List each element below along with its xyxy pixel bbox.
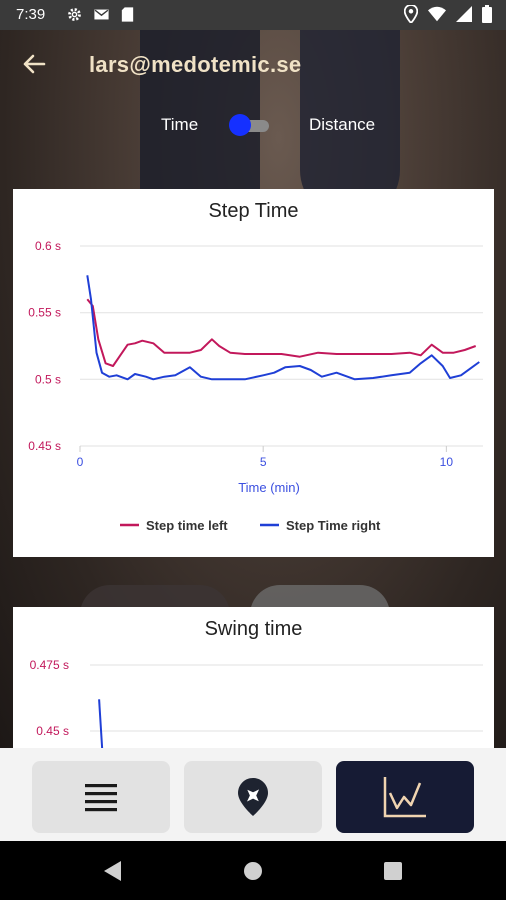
y-tick-label: 0.45 s bbox=[28, 439, 61, 453]
system-navigation-bar bbox=[0, 841, 506, 900]
nav-list-button[interactable] bbox=[32, 761, 170, 833]
mail-icon bbox=[94, 9, 109, 20]
location-icon bbox=[404, 5, 418, 23]
signal-icon bbox=[456, 6, 472, 22]
status-bar: 7:39 bbox=[0, 0, 506, 30]
home-circle-icon[interactable] bbox=[243, 861, 263, 881]
chart-icon bbox=[383, 777, 426, 818]
step-time-chart: 0.6 s 0.55 s 0.5 s 0.45 s 0 5 10 Time (min) S… bbox=[28, 239, 483, 533]
battery-icon bbox=[482, 5, 492, 23]
legend-label-left: Step time left bbox=[146, 518, 228, 533]
series-line-step-time-left bbox=[86, 298, 477, 367]
mode-toggle-row: Time Distance bbox=[0, 110, 506, 140]
y-tick-label: 0.5 s bbox=[35, 372, 61, 386]
back-triangle-icon[interactable] bbox=[103, 860, 123, 882]
x-tick-label: 10 bbox=[440, 455, 454, 469]
toggle-label-distance: Distance bbox=[309, 115, 376, 134]
swing-time-card: Swing time 0.475 s 0.45 s bbox=[13, 607, 494, 748]
nav-charts-button[interactable] bbox=[336, 761, 474, 833]
app-bar: lars@medotemic.se bbox=[0, 30, 506, 100]
bottom-navigation bbox=[0, 748, 506, 841]
legend: Step time left Step Time right bbox=[120, 518, 381, 533]
location-pin-icon bbox=[238, 778, 268, 816]
chart-title: Step Time bbox=[208, 200, 299, 222]
y-tick-label: 0.45 s bbox=[36, 724, 69, 738]
x-tick-label: 0 bbox=[77, 455, 84, 469]
nav-map-button[interactable] bbox=[184, 761, 322, 833]
page-title: lars@medotemic.se bbox=[89, 52, 302, 77]
y-tick-label: 0.55 s bbox=[28, 306, 61, 320]
sd-card-icon bbox=[121, 7, 134, 22]
gear-icon bbox=[68, 8, 81, 21]
time-distance-switch[interactable] bbox=[229, 114, 269, 136]
series-line-step-time-right bbox=[86, 275, 480, 381]
y-tick-label: 0.475 s bbox=[30, 658, 69, 672]
toggle-label-time: Time bbox=[161, 115, 199, 134]
wifi-icon bbox=[428, 6, 446, 22]
legend-label-right: Step Time right bbox=[286, 518, 381, 533]
list-icon bbox=[85, 784, 117, 812]
chart-title: Swing time bbox=[204, 618, 303, 640]
recents-square-icon[interactable] bbox=[384, 862, 402, 880]
swing-time-chart: 0.475 s 0.45 s bbox=[30, 658, 483, 748]
x-tick-label: 5 bbox=[260, 455, 267, 469]
y-tick-label: 0.6 s bbox=[35, 239, 61, 253]
series-line-swing-time bbox=[98, 699, 104, 748]
status-time: 7:39 bbox=[16, 6, 46, 23]
step-time-card: Step Time 0.6 s 0.55 s 0.5 s 0.45 s 0 5 10 Ti… bbox=[13, 189, 494, 557]
arrow-left-icon[interactable] bbox=[20, 50, 48, 78]
x-axis-label: Time (min) bbox=[238, 480, 300, 495]
